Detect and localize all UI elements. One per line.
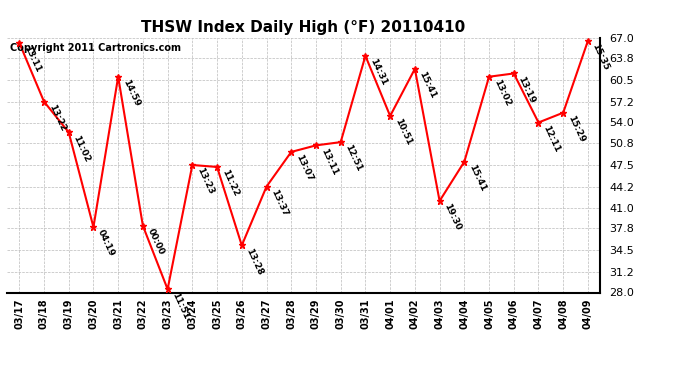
Text: 13:19: 13:19 [517, 75, 537, 105]
Text: 14:31: 14:31 [368, 57, 388, 87]
Text: 04:19: 04:19 [96, 228, 117, 258]
Text: 11:22: 11:22 [220, 168, 240, 198]
Text: 00:00: 00:00 [146, 227, 166, 256]
Text: 11:02: 11:02 [72, 134, 92, 164]
Text: 12:11: 12:11 [541, 124, 562, 154]
Text: 13:22: 13:22 [47, 103, 67, 133]
Text: 19:30: 19:30 [442, 202, 462, 232]
Text: 13:23: 13:23 [195, 166, 215, 196]
Text: 14:59: 14:59 [121, 78, 141, 108]
Text: 11:51: 11:51 [170, 291, 190, 320]
Text: 15:41: 15:41 [467, 163, 487, 193]
Text: 13:02: 13:02 [492, 78, 512, 108]
Title: THSW Index Daily High (°F) 20110410: THSW Index Daily High (°F) 20110410 [141, 20, 466, 35]
Text: Copyright 2011 Cartronics.com: Copyright 2011 Cartronics.com [10, 43, 181, 52]
Text: 15:41: 15:41 [417, 70, 438, 100]
Text: 15:29: 15:29 [566, 114, 586, 144]
Text: 13:07: 13:07 [294, 153, 314, 183]
Text: 13:37: 13:37 [269, 188, 290, 218]
Text: 13:11: 13:11 [319, 147, 339, 177]
Text: 15:35: 15:35 [591, 42, 611, 72]
Text: 12:51: 12:51 [344, 144, 364, 173]
Text: 13:28: 13:28 [244, 247, 265, 276]
Text: 13:11: 13:11 [22, 44, 42, 74]
Text: 10:51: 10:51 [393, 117, 413, 147]
